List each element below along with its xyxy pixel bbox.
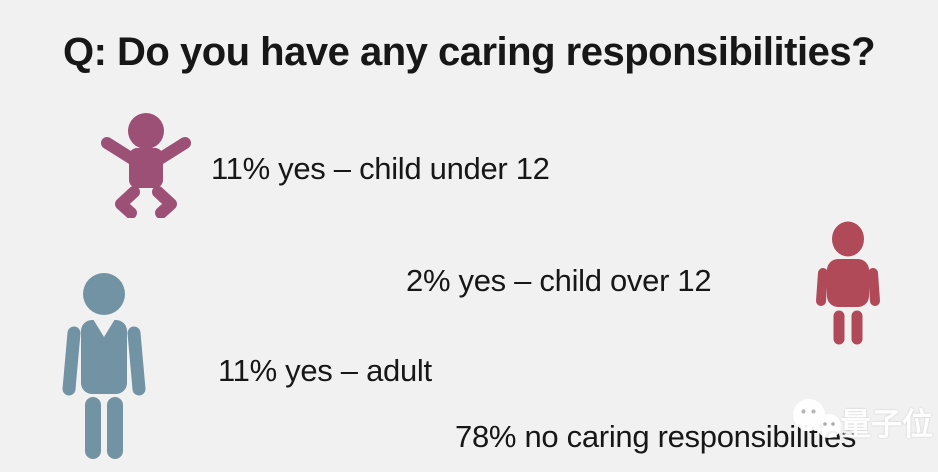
- stat-label-child-under-12: 11% yes – child under 12: [211, 151, 550, 186]
- qbitai-chat-bubbles-icon: [793, 399, 841, 438]
- child-icon: [813, 221, 883, 347]
- baby-icon: [100, 112, 192, 219]
- watermark: 量子位: [790, 398, 933, 444]
- adult-icon: [60, 273, 148, 460]
- watermark-text: 量子位: [840, 406, 933, 442]
- stat-label-adult: 11% yes – adult: [218, 353, 432, 388]
- question-title: Q: Do you have any caring responsibiliti…: [62, 30, 876, 74]
- stat-label-child-over-12: 2% yes – child over 12: [406, 263, 712, 298]
- stat-label-no-caring: 78% no caring responsibilities: [455, 419, 857, 454]
